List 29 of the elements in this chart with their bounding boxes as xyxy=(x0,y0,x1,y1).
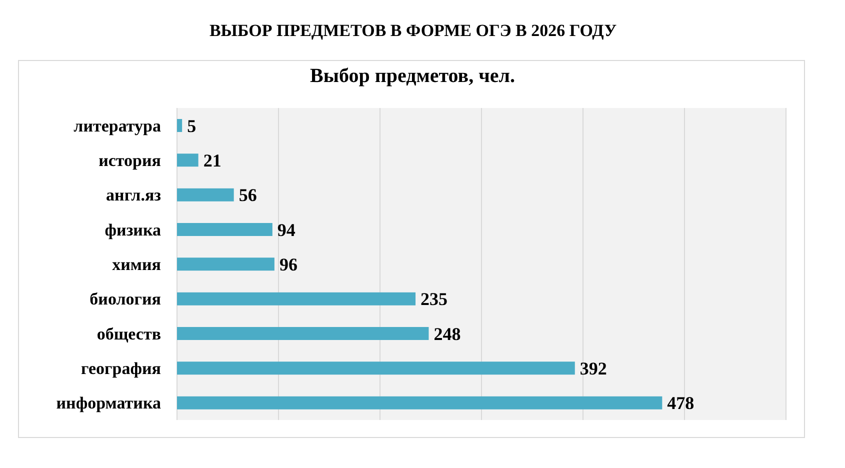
data-label: 56 xyxy=(238,185,257,206)
y-tick-label: география xyxy=(81,359,161,378)
chart-subtitle: Выбор предметов, чел. xyxy=(309,65,516,88)
data-label: 478 xyxy=(667,393,694,414)
bar xyxy=(177,292,416,306)
bar xyxy=(177,188,234,202)
y-tick-label: биология xyxy=(90,290,161,309)
y-tick-label: история xyxy=(98,151,161,170)
data-label: 235 xyxy=(420,289,448,310)
y-tick-label: обществ xyxy=(96,324,161,344)
chart-title: ВЫБОР ПРЕДМЕТОВ В ФОРМЕ ОГЭ В 2026 ГОДУ xyxy=(208,21,618,41)
data-label: 21 xyxy=(203,150,222,171)
data-label: 5 xyxy=(187,116,196,136)
y-tick-label: химия xyxy=(112,255,161,274)
bar xyxy=(177,119,182,132)
data-label: 392 xyxy=(580,358,607,379)
bar xyxy=(177,223,272,236)
data-label: 248 xyxy=(434,324,461,344)
y-tick-label: англ.яз xyxy=(106,186,162,205)
data-label: 96 xyxy=(279,254,298,275)
y-tick-label: физика xyxy=(104,220,162,240)
bar xyxy=(177,362,575,375)
bar xyxy=(177,154,198,167)
data-label: 94 xyxy=(277,220,296,240)
y-tick-label: информатика xyxy=(56,394,162,413)
bar xyxy=(177,396,662,410)
y-tick-label: литература xyxy=(74,116,162,136)
bar xyxy=(177,258,274,271)
bar xyxy=(177,327,429,340)
